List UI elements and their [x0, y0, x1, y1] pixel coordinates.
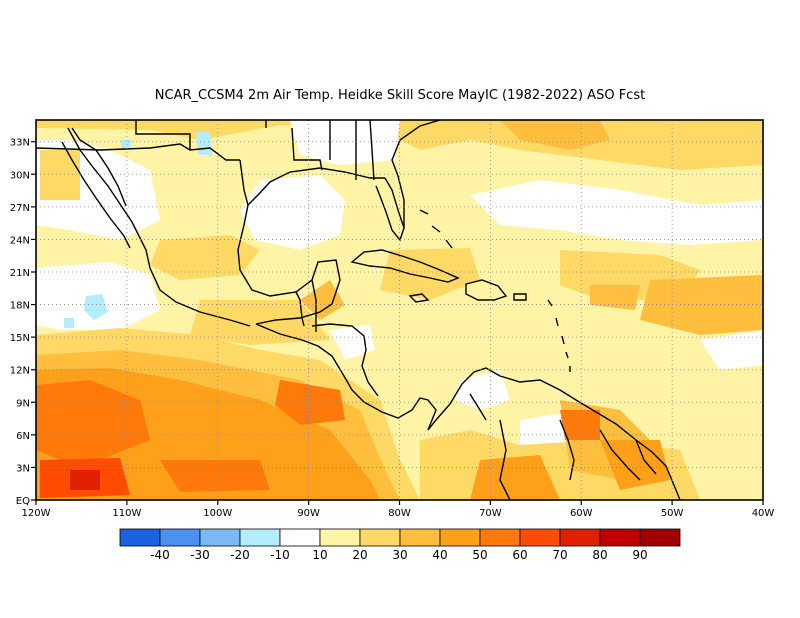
colorbar-label: 60	[512, 548, 527, 562]
colorbar-swatch	[519, 528, 561, 547]
colorbar-swatch	[239, 528, 281, 547]
colorbar-label: 40	[432, 548, 447, 562]
lon-tick-label: 110W	[112, 508, 141, 519]
lon-tick-label: 70W	[479, 508, 502, 519]
lat-tick-label: 12N	[10, 366, 30, 377]
colorbar-label: 80	[592, 548, 607, 562]
lat-tick-label: 9N	[16, 398, 30, 409]
lat-tick-label: 15N	[10, 333, 30, 344]
longitude-axis: 120W 110W 100W 90W 80W 70W 60W 50W 40W	[22, 500, 775, 519]
colorbar-swatch	[199, 528, 241, 547]
colorbar-swatch	[359, 528, 401, 547]
colorbar-label: 20	[352, 548, 367, 562]
lon-tick-label: 40W	[752, 508, 775, 519]
lat-tick-label: 3N	[16, 463, 30, 474]
lat-tick-label: 18N	[10, 301, 30, 312]
lon-tick-label: 80W	[388, 508, 411, 519]
colorbar-swatch	[479, 528, 521, 547]
colorbar-label: 30	[392, 548, 407, 562]
colorbar-swatch	[639, 528, 681, 547]
colorbar-label: -30	[190, 548, 210, 562]
colorbar-labels: -40 -30 -20 -10 10 20 30 40 50 60 70 80 90	[150, 548, 647, 562]
latitude-axis: 33N 30N 27N 24N 21N 18N 15N 12N 9N 6N 3N EQ	[10, 138, 36, 507]
colorbar-swatch	[279, 528, 321, 547]
lon-tick-label: 90W	[297, 508, 320, 519]
colorbar-swatch	[119, 528, 161, 547]
colorbar-label: 90	[632, 548, 647, 562]
lon-tick-label: 50W	[661, 508, 684, 519]
lat-tick-label: 24N	[10, 235, 30, 246]
colorbar-label: -10	[270, 548, 290, 562]
colorbar-swatch	[159, 528, 201, 547]
lat-tick-label: 30N	[10, 170, 30, 181]
colorbar	[119, 528, 681, 547]
colorbar-swatch	[599, 528, 641, 547]
gridlines	[36, 120, 763, 500]
map-title: NCAR_CCSM4 2m Air Temp. Heidke Skill Sco…	[154, 88, 646, 103]
colorbar-label: 10	[312, 548, 327, 562]
colorbar-label: -20	[230, 548, 250, 562]
colorbar-swatch	[559, 528, 601, 547]
lon-tick-label: 60W	[570, 508, 593, 519]
colorbar-label: -40	[150, 548, 170, 562]
lon-tick-label: 120W	[22, 508, 51, 519]
colorbar-swatch	[399, 528, 441, 547]
coastlines	[36, 120, 681, 500]
colorbar-swatch	[319, 528, 361, 547]
lon-tick-label: 100W	[203, 508, 232, 519]
colorbar-swatch	[439, 528, 481, 547]
lat-tick-label: 21N	[10, 268, 30, 279]
lat-tick-label: 27N	[10, 203, 30, 214]
lat-tick-label: 33N	[10, 138, 30, 149]
lat-tick-label: EQ	[16, 496, 30, 507]
colorbar-label: 50	[472, 548, 487, 562]
colorbar-label: 70	[552, 548, 567, 562]
lat-tick-label: 6N	[16, 431, 30, 442]
